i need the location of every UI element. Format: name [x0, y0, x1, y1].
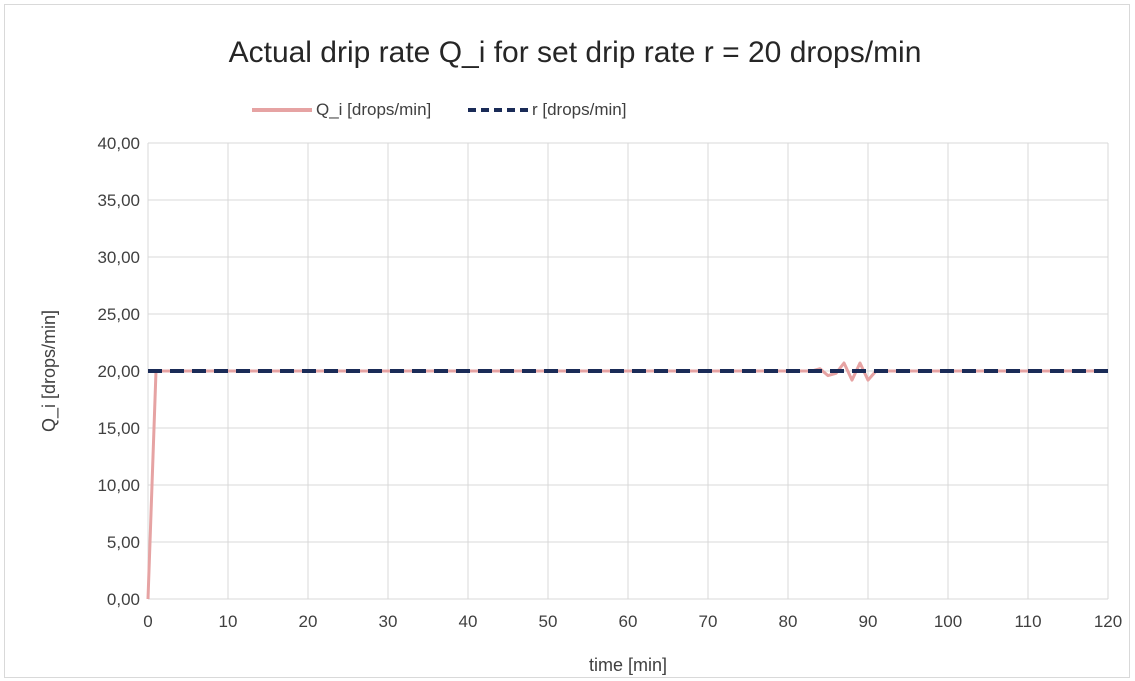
x-tick-label: 90 [859, 612, 878, 631]
legend-label-r: r [drops/min] [532, 100, 627, 119]
legend-item-qi: Q_i [drops/min] [252, 100, 431, 120]
series-lines [146, 361, 1108, 600]
x-tick-label: 120 [1094, 612, 1122, 631]
x-tick-label: 100 [934, 612, 962, 631]
x-tick-labels: 0 10 20 30 40 50 60 70 80 90 100 110 120 [143, 612, 1122, 631]
y-tick-label: 20,00 [97, 362, 140, 381]
x-tick-label: 0 [143, 612, 152, 631]
y-tick-label: 15,00 [97, 419, 140, 438]
y-tick-label: 35,00 [97, 191, 140, 210]
x-tick-label: 70 [699, 612, 718, 631]
legend-swatch-r [468, 108, 528, 112]
chart-title: Actual drip rate Q_i for set drip rate r… [228, 36, 922, 69]
x-tick-label: 50 [539, 612, 558, 631]
y-tick-labels: 0,00 5,00 10,00 15,00 20,00 25,00 30,00 35,00 40… [97, 134, 140, 609]
y-tick-label: 30,00 [97, 248, 140, 267]
y-tick-label: 5,00 [107, 533, 140, 552]
legend-label-qi: Q_i [drops/min] [316, 100, 432, 119]
chart-frame [4, 4, 1130, 678]
x-tick-label: 40 [459, 612, 478, 631]
y-axis-title: Q_i [drops/min] [39, 310, 60, 432]
y-tick-label: 25,00 [97, 305, 140, 324]
x-tick-label: 80 [779, 612, 798, 631]
y-tick-label: 10,00 [97, 476, 140, 495]
legend-item-r: r [drops/min] [468, 100, 626, 120]
y-tick-label: 40,00 [97, 134, 140, 153]
x-tick-label: 20 [299, 612, 318, 631]
legend: Q_i [drops/min] r [drops/min] [0, 100, 1135, 124]
x-tick-label: 30 [379, 612, 398, 631]
x-axis-title: time [min] [589, 655, 667, 675]
y-tick-label: 0,00 [107, 590, 140, 609]
x-tick-label: 60 [619, 612, 638, 631]
x-tick-label: 110 [1014, 612, 1041, 631]
x-tick-label: 10 [219, 612, 238, 631]
legend-swatch-qi [252, 108, 312, 112]
